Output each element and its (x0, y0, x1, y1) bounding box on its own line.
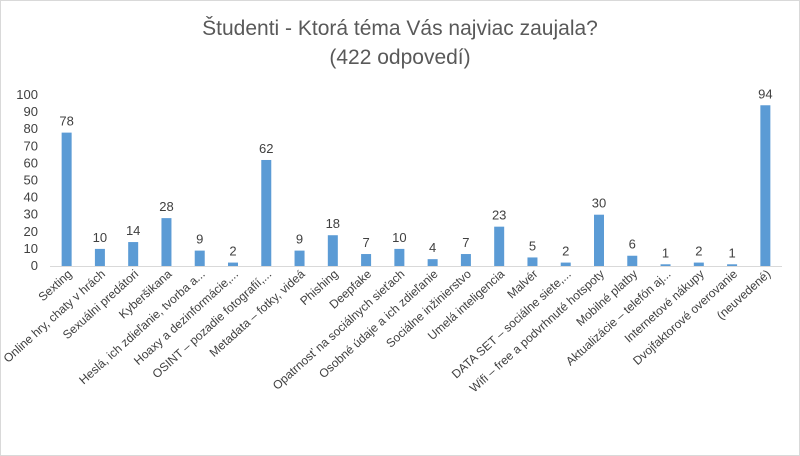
bar (560, 262, 571, 266)
bar (760, 105, 771, 266)
bar (527, 257, 538, 266)
bar (161, 218, 172, 266)
bar (94, 248, 105, 266)
data-label: 62 (259, 141, 273, 156)
y-tick-label: 40 (24, 190, 38, 205)
data-label: 10 (93, 230, 107, 245)
data-label: 2 (695, 244, 702, 259)
data-label: 1 (728, 245, 735, 260)
data-label: 9 (196, 232, 203, 247)
bar (361, 254, 372, 266)
bar (294, 250, 305, 266)
bar (727, 264, 738, 266)
bar (494, 226, 505, 266)
y-tick-label: 10 (24, 241, 38, 256)
y-tick-label: 0 (31, 258, 38, 273)
chart-subtitle: (422 odpovedí) (329, 46, 471, 69)
y-tick-label: 90 (24, 104, 38, 119)
bar (327, 235, 338, 266)
data-label: 6 (629, 237, 636, 252)
y-tick-label: 30 (24, 207, 38, 222)
data-label: 94 (758, 86, 772, 101)
data-label: 9 (296, 232, 303, 247)
bar (394, 248, 405, 266)
data-label: 30 (592, 196, 606, 211)
bar (128, 242, 139, 266)
bar (194, 250, 205, 266)
data-label: 78 (59, 114, 73, 129)
data-label: 28 (159, 199, 173, 214)
y-tick-label: 20 (24, 224, 38, 239)
chart-title: Študenti - Ktorá téma Vás najviac zaujal… (202, 17, 598, 40)
bar (627, 255, 638, 266)
data-label: 7 (362, 235, 369, 250)
y-tick-label: 80 (24, 121, 38, 136)
y-tick-label: 70 (24, 138, 38, 153)
y-tick-label: 100 (16, 87, 38, 102)
data-label: 2 (562, 244, 569, 259)
data-label: 2 (229, 244, 236, 259)
bar (693, 262, 704, 266)
data-label: 7 (462, 235, 469, 250)
data-label: 1 (662, 245, 669, 260)
bar (594, 214, 604, 266)
bar (427, 259, 438, 266)
data-label: 4 (429, 240, 436, 255)
data-label: 10 (392, 230, 406, 245)
bar (261, 159, 272, 266)
y-tick-label: 60 (24, 155, 38, 170)
bar (460, 254, 471, 266)
bar (660, 264, 671, 266)
data-label: 5 (529, 238, 536, 253)
bar (228, 262, 238, 266)
y-tick-label: 50 (24, 173, 38, 188)
data-label: 18 (326, 216, 340, 231)
data-label: 23 (492, 208, 506, 223)
data-label: 14 (126, 223, 140, 238)
bar (61, 132, 72, 266)
